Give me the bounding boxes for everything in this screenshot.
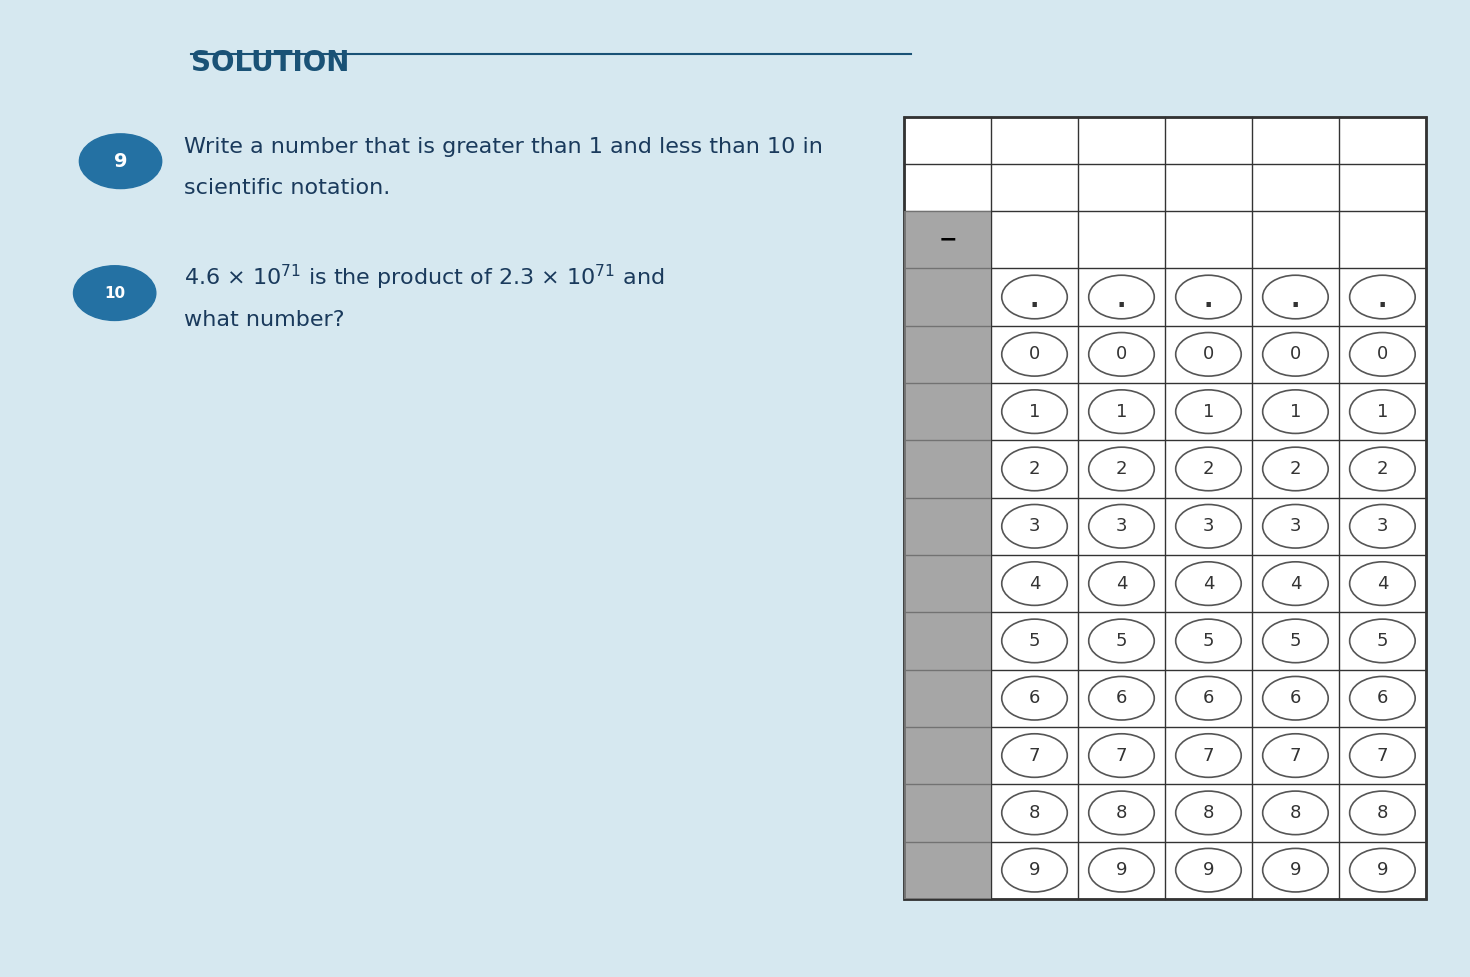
Text: 6: 6 [1289,689,1301,707]
Text: 1: 1 [1116,403,1127,421]
Text: 0: 0 [1202,345,1214,363]
Text: 1: 1 [1289,403,1301,421]
Text: 7: 7 [1289,746,1301,765]
Text: 8: 8 [1116,804,1127,822]
Text: 9: 9 [113,151,128,171]
Text: .: . [1377,288,1388,312]
Text: 8: 8 [1029,804,1041,822]
Text: .: . [1030,288,1039,312]
Text: 4: 4 [1377,574,1388,593]
Text: scientific notation.: scientific notation. [184,178,390,197]
Text: 5: 5 [1377,632,1388,650]
Text: −: − [938,230,957,250]
Text: 8: 8 [1377,804,1388,822]
Text: 1: 1 [1202,403,1214,421]
Text: 0: 0 [1116,345,1127,363]
Text: .: . [1204,288,1213,312]
Text: 9: 9 [1116,861,1127,879]
Text: 3: 3 [1289,517,1301,535]
Text: 1: 1 [1029,403,1041,421]
Circle shape [74,266,156,320]
Text: 6: 6 [1202,689,1214,707]
Text: Write a number that is greater than 1 and less than 10 in: Write a number that is greater than 1 an… [184,137,823,156]
Text: 4: 4 [1029,574,1041,593]
Text: 9: 9 [1377,861,1388,879]
Text: 4: 4 [1116,574,1127,593]
Text: 4: 4 [1202,574,1214,593]
Text: 2: 2 [1116,460,1127,478]
Text: 5: 5 [1289,632,1301,650]
Text: 5: 5 [1116,632,1127,650]
Text: 7: 7 [1377,746,1388,765]
Text: 1: 1 [1377,403,1388,421]
Text: 9: 9 [1289,861,1301,879]
Text: 8: 8 [1202,804,1214,822]
Text: 3: 3 [1202,517,1214,535]
Text: 2: 2 [1202,460,1214,478]
Text: 2: 2 [1029,460,1041,478]
Circle shape [79,134,162,189]
Text: 5: 5 [1029,632,1041,650]
Text: 3: 3 [1029,517,1041,535]
Text: 5: 5 [1202,632,1214,650]
Text: 7: 7 [1029,746,1041,765]
Text: 7: 7 [1116,746,1127,765]
Bar [904,117,1426,899]
Text: 9: 9 [1202,861,1214,879]
Text: 6: 6 [1377,689,1388,707]
Text: SOLUTION: SOLUTION [191,49,350,77]
Text: 10: 10 [104,285,125,301]
Text: 3: 3 [1377,517,1388,535]
Text: 7: 7 [1202,746,1214,765]
Text: 2: 2 [1289,460,1301,478]
Text: 6: 6 [1116,689,1127,707]
Text: .: . [1117,288,1126,312]
Text: 4.6 $\times$ 10$^{71}$ is the product of 2.3 $\times$ 10$^{71}$ and: 4.6 $\times$ 10$^{71}$ is the product of… [184,263,664,292]
Text: 0: 0 [1377,345,1388,363]
Text: 4: 4 [1289,574,1301,593]
Bar [904,211,991,899]
Text: 9: 9 [1029,861,1041,879]
Text: 0: 0 [1289,345,1301,363]
Text: .: . [1291,288,1299,312]
Text: 3: 3 [1116,517,1127,535]
Text: 2: 2 [1377,460,1388,478]
Text: what number?: what number? [184,311,344,330]
Text: 6: 6 [1029,689,1041,707]
Text: 0: 0 [1029,345,1041,363]
Text: 8: 8 [1289,804,1301,822]
